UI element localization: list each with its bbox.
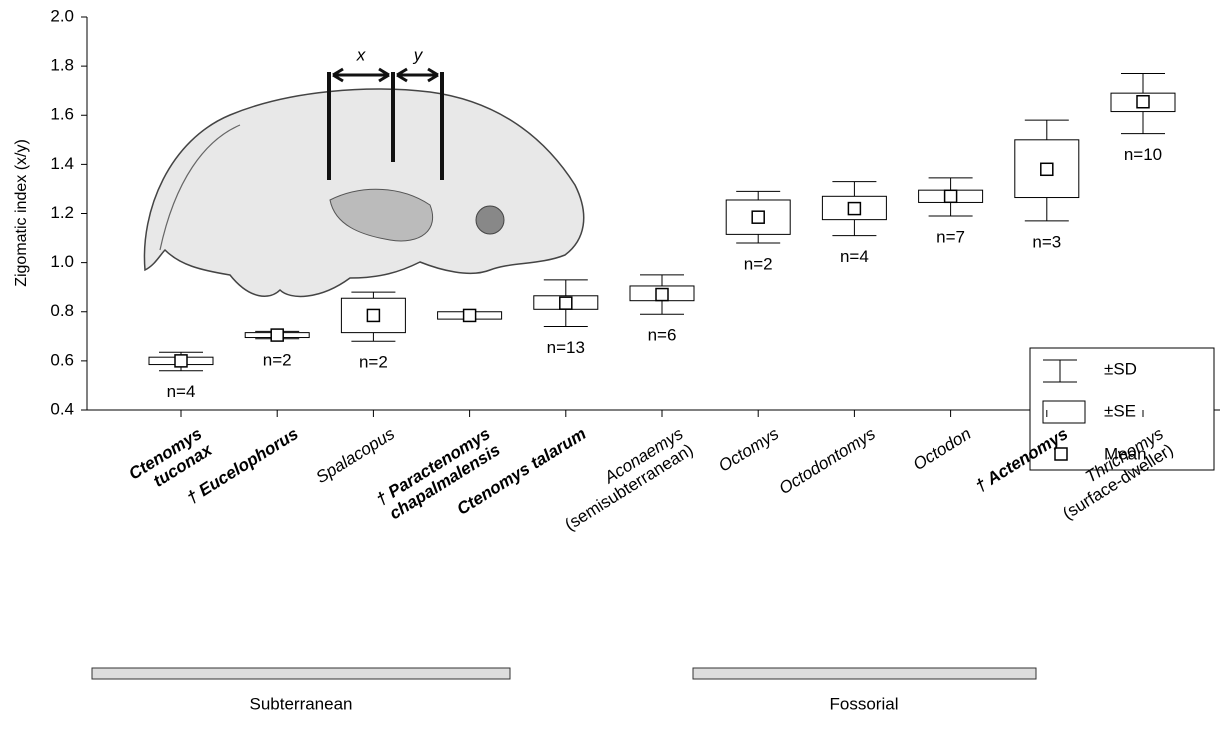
mean-marker	[848, 203, 860, 215]
group-bar	[92, 668, 510, 679]
y-axis-label: Zigomatic index (x/y)	[13, 139, 30, 287]
mean-marker	[945, 190, 957, 202]
n-label: n=3	[1032, 232, 1061, 251]
mean-marker	[560, 297, 572, 309]
chart: x y Zigomatic index (x/y) ±SD ±SE Mean S…	[0, 0, 1232, 737]
skull-detail	[476, 206, 504, 234]
y-tick-label: 0.8	[50, 301, 74, 320]
measure-label: y	[413, 45, 424, 64]
n-label: n=10	[1124, 145, 1162, 164]
mean-marker	[175, 355, 187, 367]
y-tick-label: 0.6	[50, 350, 74, 369]
group-bar	[693, 668, 1036, 679]
y-tick-label: 1.0	[50, 252, 74, 271]
n-label: n=2	[263, 350, 292, 369]
mean-marker	[752, 211, 764, 223]
mean-marker	[1041, 163, 1053, 175]
skull-illustration: x y	[144, 45, 583, 296]
n-label: n=4	[840, 247, 869, 266]
mean-marker	[464, 309, 476, 321]
n-label: n=2	[744, 254, 773, 273]
mean-marker	[367, 309, 379, 321]
measure-label: x	[356, 45, 366, 64]
measure-arrows	[333, 69, 438, 81]
group-label: Fossorial	[830, 694, 899, 713]
y-tick-label: 2.0	[50, 6, 74, 25]
mean-marker	[1137, 96, 1149, 108]
y-tick-label: 1.4	[50, 154, 74, 173]
legend-label: ±SE	[1104, 401, 1136, 420]
page: x y Zigomatic index (x/y) ±SD ±SE Mean S…	[0, 0, 1232, 737]
n-label: n=13	[547, 338, 585, 357]
y-tick-label: 1.8	[50, 56, 74, 75]
y-tick-label: 0.4	[50, 399, 74, 418]
n-label: n=2	[359, 353, 388, 372]
group-label: Subterranean	[249, 694, 352, 713]
n-label: n=7	[936, 227, 965, 246]
n-label: n=6	[648, 326, 677, 345]
y-tick-label: 1.6	[50, 105, 74, 124]
legend-label: ±SD	[1104, 359, 1137, 378]
mean-marker	[656, 289, 668, 301]
n-label: n=4	[167, 382, 196, 401]
mean-marker	[271, 329, 283, 341]
y-tick-label: 1.2	[50, 203, 74, 222]
